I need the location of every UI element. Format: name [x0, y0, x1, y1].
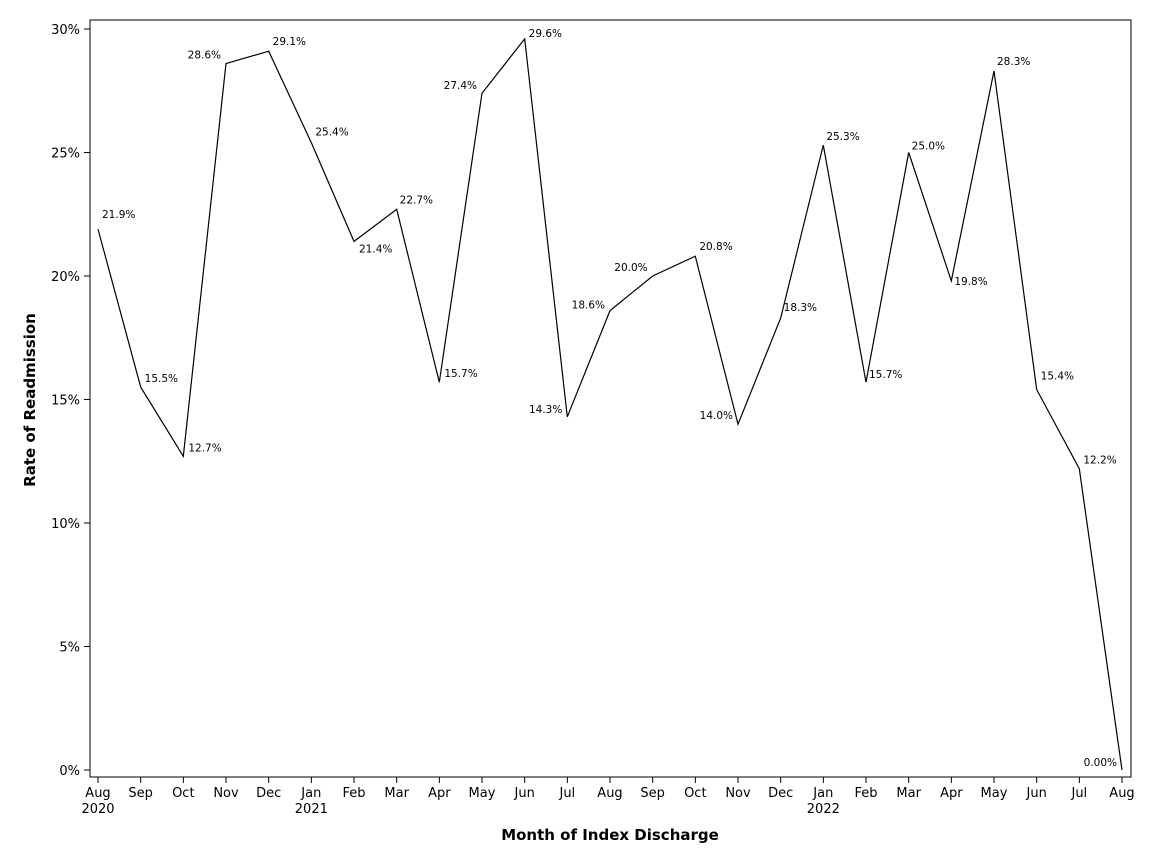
y-tick-label: 5% [59, 641, 80, 656]
data-label: 21.4% [359, 243, 392, 255]
data-label: 15.4% [1041, 371, 1074, 383]
series-line [97, 37, 1123, 771]
data-label: 25.4% [315, 127, 348, 139]
data-label: 28.3% [997, 56, 1030, 68]
x-tick-label: Dec [768, 786, 793, 801]
y-tick-label: 20% [51, 270, 80, 285]
plot-frame [89, 19, 1132, 778]
data-label: 28.6% [188, 50, 221, 62]
x-tick-label: Nov [213, 786, 239, 801]
x-tick-label: Dec [256, 786, 281, 801]
x-tick-label: Aug [597, 786, 622, 801]
y-axis-title: Rate of Readmission [21, 313, 39, 487]
x-tick-label: May [469, 786, 496, 801]
x-tick-year-label: 2021 [295, 802, 328, 817]
data-label: 21.9% [102, 209, 135, 221]
data-label: 15.5% [145, 373, 178, 385]
y-axis: 0% 5% 10% 15% 20% 25% 30% [51, 23, 90, 779]
x-tick-label: Mar [384, 786, 409, 801]
x-tick-label: Sep [640, 786, 665, 801]
data-label: 15.7% [444, 368, 477, 380]
x-axis-title: Month of Index Discharge [501, 826, 719, 844]
data-label: 19.8% [954, 276, 987, 288]
y-tick-label: 10% [51, 517, 80, 532]
x-tick-year-label: 2022 [807, 802, 840, 817]
data-label: 15.7% [869, 369, 902, 381]
x-tick-label: Oct [172, 786, 194, 801]
x-tick-year-label: 2020 [81, 802, 114, 817]
x-tick-label: Aug [1109, 786, 1134, 801]
series-line-group [97, 37, 1123, 771]
data-label: 18.6% [572, 300, 605, 312]
data-label: 12.2% [1083, 455, 1116, 467]
y-tick-label: 0% [59, 764, 80, 779]
y-tick-label: 30% [51, 23, 80, 38]
x-tick-label: Mar [896, 786, 921, 801]
y-tick-label: 25% [51, 147, 80, 162]
x-tick-label: Jun [514, 786, 535, 801]
y-tick-label: 15% [51, 394, 80, 409]
data-label: 29.1% [273, 36, 306, 48]
x-tick-label: Feb [854, 786, 877, 801]
x-tick-label: Apr [940, 786, 963, 801]
x-tick-label: May [981, 786, 1008, 801]
data-label: 12.7% [188, 442, 221, 454]
x-tick-label: Jul [558, 786, 575, 801]
data-label: 25.3% [826, 131, 859, 143]
x-tick-label: Jun [1026, 786, 1047, 801]
data-label: 27.4% [444, 80, 477, 92]
data-label: 25.0% [912, 141, 945, 153]
data-label: 14.3% [529, 404, 562, 416]
data-label: 22.7% [400, 194, 433, 206]
x-tick-label: Feb [342, 786, 365, 801]
x-tick-label: Oct [684, 786, 706, 801]
x-tick-label: Jan [300, 786, 321, 801]
data-label: 18.3% [784, 302, 817, 314]
data-label: 14.0% [700, 410, 733, 422]
x-tick-label: Jan [812, 786, 833, 801]
x-tick-label: Sep [128, 786, 153, 801]
data-label: 0.00% [1084, 757, 1117, 769]
x-tick-label: Apr [428, 786, 451, 801]
x-tick-label: Jul [1070, 786, 1087, 801]
x-tick-label: Aug [85, 786, 110, 801]
x-tick-label: Nov [725, 786, 751, 801]
data-labels-group: 21.9% 15.5% 12.7% 28.6% 29.1% 25.4% 21.4% 22.7%… [102, 28, 1117, 769]
data-label: 20.8% [699, 241, 732, 253]
data-label: 20.0% [614, 262, 647, 274]
data-label: 29.6% [529, 28, 562, 40]
